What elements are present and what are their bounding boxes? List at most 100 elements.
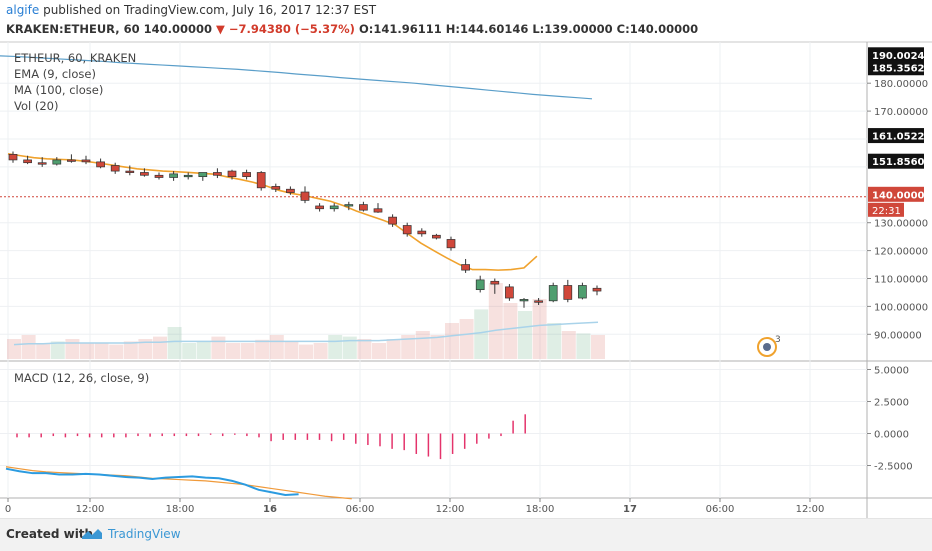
candle-body <box>578 285 587 299</box>
candle-body <box>461 264 470 271</box>
volume-bar <box>7 339 21 359</box>
legend-ma[interactable]: MA (100, close) <box>14 83 104 97</box>
main-pane[interactable] <box>0 42 867 363</box>
volume-bar <box>284 341 299 359</box>
macd-tick-label: 0.0000 <box>874 430 909 441</box>
volume-bar <box>372 343 386 359</box>
legend-macd[interactable]: MACD (12, 26, close, 9) <box>14 371 150 385</box>
candle-body <box>169 173 178 178</box>
candle-body <box>300 191 310 201</box>
candle-body <box>271 186 281 190</box>
candle-body <box>23 159 32 164</box>
macd-tick-label: -2.5000 <box>874 462 913 473</box>
volume-bar <box>547 323 562 359</box>
price-tick-label: 120.00000 <box>874 247 928 258</box>
time-tick-label: 06:00 <box>346 504 375 515</box>
candle-body <box>81 159 91 163</box>
volume-bar <box>240 343 255 359</box>
candle-body <box>96 161 105 168</box>
legend-vol[interactable]: Vol (20) <box>14 99 59 113</box>
volume-bar <box>123 341 138 359</box>
volume-bar <box>313 343 328 359</box>
tradingview-brand[interactable]: TradingView <box>108 527 181 541</box>
footer: Created with TradingView <box>0 518 932 551</box>
candle-body <box>183 174 193 178</box>
price-label: 190.00240 <box>872 51 932 62</box>
candle-body <box>563 285 573 300</box>
time-tick-label: 12:00 <box>76 504 105 515</box>
price-label-box <box>868 186 924 202</box>
volume-ma-line <box>13 321 599 346</box>
ma-line <box>0 55 593 100</box>
volume-bar <box>255 339 270 359</box>
volume-bar <box>357 339 372 359</box>
volume-bar <box>386 339 401 359</box>
volume-bar <box>196 341 211 359</box>
candle-body <box>402 225 412 235</box>
volume-bar <box>299 344 313 359</box>
volume-bar <box>445 323 459 359</box>
legend-ema[interactable]: EMA (9, close) <box>14 67 96 81</box>
publish-info: algife published on TradingView.com, Jul… <box>6 3 376 17</box>
volume-bar <box>80 343 94 359</box>
event-badge[interactable]: 3 <box>757 335 781 357</box>
price-axis[interactable]: 180.00000 170.00000 130.00000 120.00000 110.… <box>867 47 932 473</box>
candle-body <box>110 165 120 172</box>
candle-body <box>475 279 485 291</box>
volume-bar <box>328 335 343 359</box>
candle-body <box>432 234 441 239</box>
candle-body <box>37 162 47 165</box>
time-axis[interactable]: 0 12:00 18:00 16 06:00 12:00 18:00 17 06:00 12:00 <box>5 498 825 515</box>
legend-symbol[interactable]: ETHEUR, 60, KRAKEN <box>14 51 137 65</box>
time-tick-label: 0 <box>5 504 11 515</box>
candle-body <box>140 172 149 176</box>
price-label: 185.35627 <box>872 64 932 75</box>
volume-bar <box>474 309 489 359</box>
candle-body <box>534 300 543 303</box>
volume-bar <box>342 336 357 359</box>
time-tick-label: 17 <box>623 504 637 515</box>
volume-bar <box>94 343 109 359</box>
candle-body <box>505 286 514 299</box>
volume-bar <box>488 283 503 359</box>
volume-bar <box>415 331 430 359</box>
candle-body <box>67 159 76 162</box>
volume-bar <box>182 343 197 359</box>
price-label-box <box>868 60 924 76</box>
candle-body <box>286 188 295 193</box>
symbol-price: KRAKEN:ETHEUR, 60 140.00000 <box>6 22 213 36</box>
candle-body <box>490 280 500 285</box>
price-tick-label: 180.00000 <box>874 79 928 90</box>
chart-canvas[interactable]: 180.00000170.00000130.00000120.00000110.… <box>0 40 932 518</box>
volume-bar <box>36 343 51 359</box>
volume-bar <box>576 333 591 359</box>
price-label: 140.00000 <box>872 190 932 201</box>
candle-body <box>52 159 62 165</box>
time-tick-label: 16 <box>263 504 277 515</box>
candlesticks <box>8 151 602 308</box>
candle-body <box>519 299 529 302</box>
volume-bar <box>269 335 284 359</box>
candle-body <box>329 205 339 210</box>
candle-body <box>344 204 354 207</box>
volume-bar <box>211 336 226 359</box>
event-count: 3 <box>775 335 781 345</box>
volume-bar <box>459 319 474 359</box>
volume-bar <box>226 343 240 359</box>
ohlc-text: O:141.96111 H:144.60146 L:139.00000 C:14… <box>358 22 699 36</box>
publisher-name[interactable]: algife <box>6 3 40 17</box>
volume-bar <box>401 335 416 359</box>
price-tick-label: 110.00000 <box>874 275 928 286</box>
candle-body <box>446 239 456 249</box>
time-tick-label: 12:00 <box>796 504 825 515</box>
price-label: 151.85604 <box>872 157 932 168</box>
volume-bars <box>7 283 605 359</box>
candle-body <box>373 208 383 213</box>
macd-tick-label: 5.0000 <box>874 366 909 377</box>
candle-body <box>315 205 324 210</box>
symbol-ohlc-line: KRAKEN:ETHEUR, 60 140.00000 ▼ −7.94380 (… <box>6 22 698 36</box>
time-tick-label: 12:00 <box>436 504 465 515</box>
macd-tick-label: 2.5000 <box>874 398 909 409</box>
candle-body <box>213 172 222 176</box>
